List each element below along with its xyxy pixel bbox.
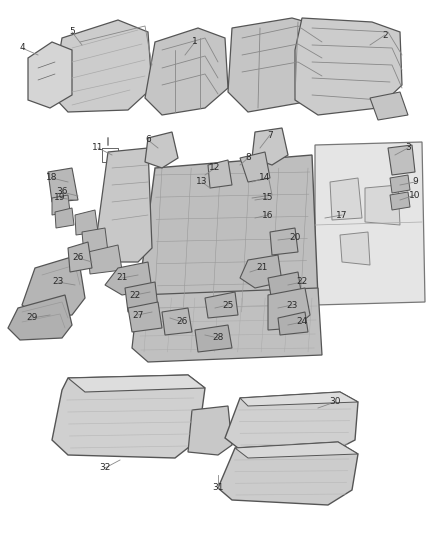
Polygon shape xyxy=(388,145,415,175)
Polygon shape xyxy=(22,255,85,318)
Polygon shape xyxy=(105,262,152,295)
Text: 7: 7 xyxy=(267,131,273,140)
Polygon shape xyxy=(52,20,152,112)
Polygon shape xyxy=(145,28,228,115)
Polygon shape xyxy=(370,92,408,120)
Polygon shape xyxy=(295,18,402,115)
Polygon shape xyxy=(278,312,308,335)
Polygon shape xyxy=(270,228,298,255)
Text: 14: 14 xyxy=(259,174,271,182)
Polygon shape xyxy=(390,175,410,193)
Polygon shape xyxy=(128,302,162,332)
Text: 12: 12 xyxy=(209,164,221,173)
Text: 1: 1 xyxy=(192,37,198,46)
Polygon shape xyxy=(240,255,282,288)
Text: 26: 26 xyxy=(72,254,84,262)
Polygon shape xyxy=(268,272,302,302)
Polygon shape xyxy=(52,195,70,215)
Text: 17: 17 xyxy=(336,211,348,220)
Polygon shape xyxy=(48,168,78,202)
Polygon shape xyxy=(138,155,318,318)
Polygon shape xyxy=(235,442,358,458)
Text: 26: 26 xyxy=(177,318,188,327)
Text: 9: 9 xyxy=(412,177,418,187)
Polygon shape xyxy=(145,132,178,168)
Text: 21: 21 xyxy=(256,263,268,272)
Text: 4: 4 xyxy=(19,44,25,52)
Polygon shape xyxy=(195,325,232,352)
Polygon shape xyxy=(240,152,270,182)
Text: 23: 23 xyxy=(52,278,64,287)
Polygon shape xyxy=(55,208,74,228)
Text: 30: 30 xyxy=(329,398,341,407)
Text: 11: 11 xyxy=(92,143,104,152)
Text: 5: 5 xyxy=(69,28,75,36)
Polygon shape xyxy=(82,228,108,255)
Text: 22: 22 xyxy=(129,290,141,300)
Polygon shape xyxy=(268,288,310,330)
Polygon shape xyxy=(188,406,232,455)
Text: 20: 20 xyxy=(290,233,301,243)
Text: 23: 23 xyxy=(286,301,298,310)
Text: 28: 28 xyxy=(212,334,224,343)
Polygon shape xyxy=(390,192,410,210)
Polygon shape xyxy=(52,375,205,458)
Polygon shape xyxy=(162,308,192,335)
Text: 10: 10 xyxy=(409,190,421,199)
Polygon shape xyxy=(125,282,158,312)
Text: 31: 31 xyxy=(212,483,224,492)
Polygon shape xyxy=(28,42,72,108)
Text: 18: 18 xyxy=(46,174,58,182)
Text: 27: 27 xyxy=(132,311,144,319)
Text: 15: 15 xyxy=(262,193,274,203)
Polygon shape xyxy=(68,242,92,272)
Text: 3: 3 xyxy=(405,143,411,152)
Polygon shape xyxy=(218,442,358,505)
Polygon shape xyxy=(252,128,288,165)
Polygon shape xyxy=(132,288,322,362)
Text: 25: 25 xyxy=(223,301,234,310)
Polygon shape xyxy=(340,232,370,265)
Text: 21: 21 xyxy=(117,273,128,282)
Text: 32: 32 xyxy=(99,464,111,472)
Text: 2: 2 xyxy=(382,30,388,39)
Polygon shape xyxy=(208,160,232,188)
Text: 24: 24 xyxy=(297,318,307,327)
Polygon shape xyxy=(330,178,362,220)
Text: 22: 22 xyxy=(297,278,307,287)
Polygon shape xyxy=(225,392,358,452)
Polygon shape xyxy=(95,148,152,262)
Text: 13: 13 xyxy=(196,177,208,187)
Text: 16: 16 xyxy=(262,211,274,220)
Polygon shape xyxy=(8,295,72,340)
Text: 8: 8 xyxy=(245,154,251,163)
Polygon shape xyxy=(240,392,358,406)
Text: 19: 19 xyxy=(54,193,66,203)
Text: 36: 36 xyxy=(56,188,68,197)
Polygon shape xyxy=(315,142,425,305)
Polygon shape xyxy=(68,375,205,392)
Text: 6: 6 xyxy=(145,135,151,144)
Polygon shape xyxy=(228,18,332,112)
Polygon shape xyxy=(75,210,98,235)
Polygon shape xyxy=(88,245,122,274)
Text: 29: 29 xyxy=(26,313,38,322)
Polygon shape xyxy=(365,185,400,225)
Polygon shape xyxy=(205,292,238,318)
